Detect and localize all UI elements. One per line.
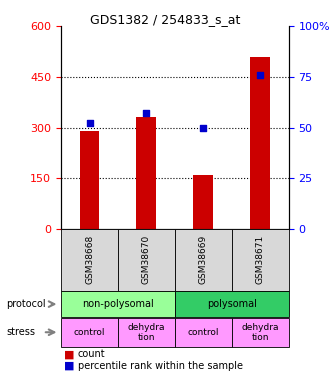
Text: control: control	[74, 328, 105, 337]
Bar	[80, 131, 99, 229]
Point	[258, 72, 263, 78]
Point	[144, 110, 149, 116]
Bar	[250, 57, 270, 229]
Bar	[193, 175, 213, 229]
Text: count: count	[78, 350, 105, 359]
Text: protocol: protocol	[7, 299, 46, 309]
Text: stress: stress	[7, 327, 36, 337]
Text: percentile rank within the sample: percentile rank within the sample	[78, 361, 243, 370]
Text: GSM38671: GSM38671	[256, 235, 265, 284]
Text: GDS1382 / 254833_s_at: GDS1382 / 254833_s_at	[90, 13, 240, 26]
Text: control: control	[188, 328, 219, 337]
Text: GSM38668: GSM38668	[85, 235, 94, 284]
Text: GSM38670: GSM38670	[142, 235, 151, 284]
Point	[201, 124, 206, 130]
Text: ■: ■	[64, 361, 75, 370]
Text: dehydra
tion: dehydra tion	[128, 322, 165, 342]
Point	[87, 120, 92, 126]
Bar	[137, 117, 156, 229]
Text: polysomal: polysomal	[207, 299, 257, 309]
Text: non-polysomal: non-polysomal	[82, 299, 154, 309]
Text: ■: ■	[64, 350, 75, 359]
Text: dehydra
tion: dehydra tion	[242, 322, 279, 342]
Text: GSM38669: GSM38669	[199, 235, 208, 284]
